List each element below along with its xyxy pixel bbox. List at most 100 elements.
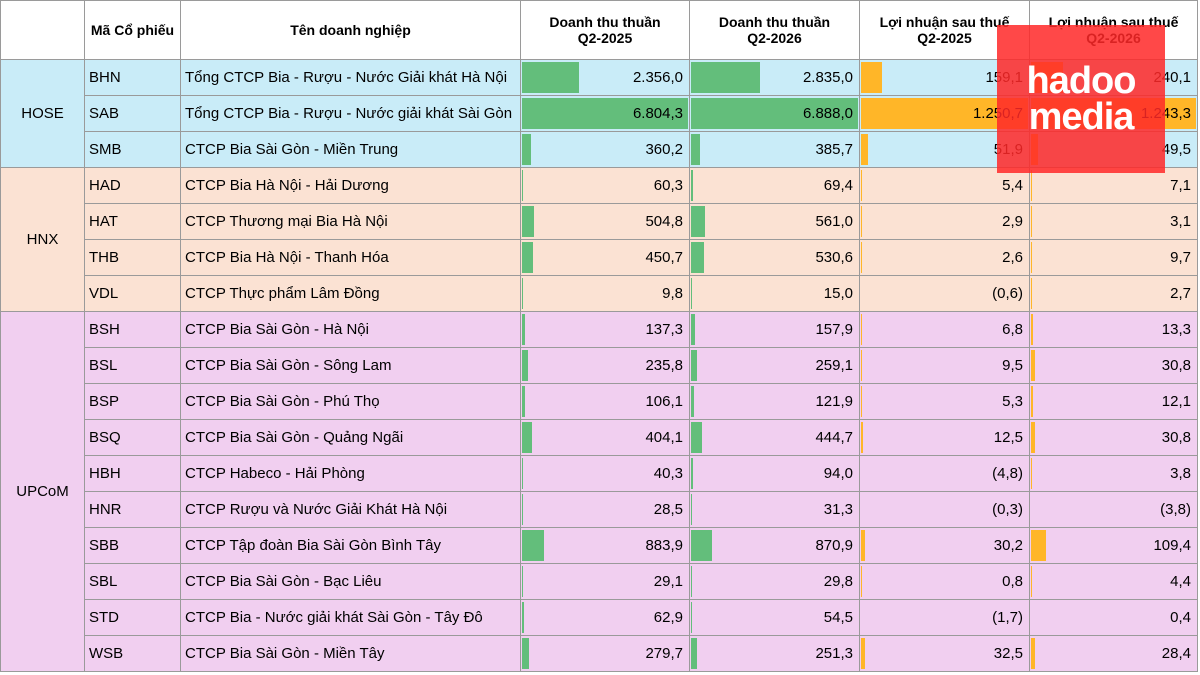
value-cell: 28,5 [521,492,690,528]
data-bar [522,386,525,417]
name-cell: CTCP Bia Sài Gòn - Miền Tây [181,636,521,672]
data-bar [691,494,692,525]
data-bar [1031,386,1033,417]
code: HNR [89,501,122,518]
code-cell: HAT [85,204,181,240]
code-cell: BSQ [85,420,181,456]
data-bar [1031,566,1032,597]
company-name: CTCP Bia Sài Gòn - Miền Trung [185,141,399,158]
code: VDL [89,285,119,302]
value: (1,7) [992,609,1023,626]
value-cell: 54,5 [690,600,860,636]
data-bar [522,494,523,525]
value-cell: 251,3 [690,636,860,672]
value-cell: (4,8) [860,456,1030,492]
data-bar [691,422,702,453]
header-text: Q2-2026 [747,30,802,46]
data-bar [691,62,760,93]
name-cell: Tổng CTCP Bia - Rượu - Nước giải khát Sà… [181,96,521,132]
name-cell: CTCP Bia Sài Gòn - Miền Trung [181,132,521,168]
value: 29,1 [653,573,683,590]
value: 54,5 [823,609,853,626]
header-text: Q2-2025 [577,30,633,46]
data-bar [1031,530,1046,561]
code: HBH [89,465,121,482]
value-cell: (0,3) [860,492,1030,528]
watermark-text: media [1028,96,1135,138]
value-cell: 121,9 [690,384,860,420]
data-bar [522,350,528,381]
code-cell: STD [85,600,181,636]
company-name: CTCP Bia - Nước giải khát Sài Gòn - Tây … [185,609,483,626]
code: SMB [89,141,122,158]
value-cell: 870,9 [690,528,860,564]
value: 259,1 [815,357,853,374]
code-cell: VDL [85,276,181,312]
value: 40,3 [653,465,683,482]
value-cell: 109,4 [1030,528,1198,564]
value: (3,8) [1160,501,1191,518]
data-bar [522,602,524,633]
code-cell: BSP [85,384,181,420]
value: 60,3 [653,177,683,194]
data-bar [691,206,705,237]
data-bar [861,134,868,165]
data-bar [1031,350,1036,381]
name-cell: CTCP Habeco - Hải Phòng [181,456,521,492]
data-bar [1031,638,1035,669]
value: 106,1 [645,393,683,410]
value: 4,4 [1170,573,1191,590]
value: 137,3 [645,321,683,338]
name-cell: CTCP Bia Hà Nội - Hải Dương [181,168,521,204]
group-cell: UPCoM [0,312,85,672]
code-cell: BSL [85,348,181,384]
value: 94,0 [823,465,853,482]
data-bar [522,98,688,129]
company-name: CTCP Bia Sài Gòn - Sông Lam [185,357,392,374]
data-bar [522,458,523,489]
group-cell: HOSE [0,60,85,168]
value: 3,8 [1170,465,1191,482]
data-bar [691,638,698,669]
value-cell: 530,6 [690,240,860,276]
value-cell: 137,3 [521,312,690,348]
code-cell: SAB [85,96,181,132]
value-cell: 5,4 [860,168,1030,204]
data-bar [1031,314,1033,345]
value-cell: 40,3 [521,456,690,492]
value-cell: 29,8 [690,564,860,600]
value: 385,7 [815,141,853,158]
header-text: Doanh thu thuần [718,14,831,30]
value: 12,5 [993,429,1023,446]
value: 9,7 [1170,249,1191,266]
value: 561,0 [815,213,853,230]
value-cell: 5,3 [860,384,1030,420]
data-bar [861,386,862,417]
value: 3,1 [1170,213,1191,230]
group-cell: HNX [0,168,85,312]
value-cell: 13,3 [1030,312,1198,348]
value: 2.356,0 [632,69,683,86]
header-text: Q2-2025 [917,30,972,46]
name-cell: CTCP Bia Hà Nội - Thanh Hóa [181,240,521,276]
code-cell: HNR [85,492,181,528]
value: 0,4 [1170,609,1191,626]
group-name: HNX [26,231,59,248]
data-bar [1031,422,1036,453]
value: 6,8 [1002,321,1023,338]
value-cell: 4,4 [1030,564,1198,600]
data-bar [691,134,701,165]
value-cell: 12,1 [1030,384,1198,420]
data-bar [861,314,862,345]
value: 31,3 [823,501,853,518]
data-bar [861,638,866,669]
data-bar [691,350,698,381]
value-cell: 2,6 [860,240,1030,276]
value: 157,9 [815,321,853,338]
value-cell: 3,1 [1030,204,1198,240]
value: 6.888,0 [802,105,853,122]
value: (0,3) [992,501,1023,518]
company-name: Tổng CTCP Bia - Rượu - Nước Giải khát Hà… [185,69,508,86]
value-cell: 31,3 [690,492,860,528]
data-bar [691,602,693,633]
